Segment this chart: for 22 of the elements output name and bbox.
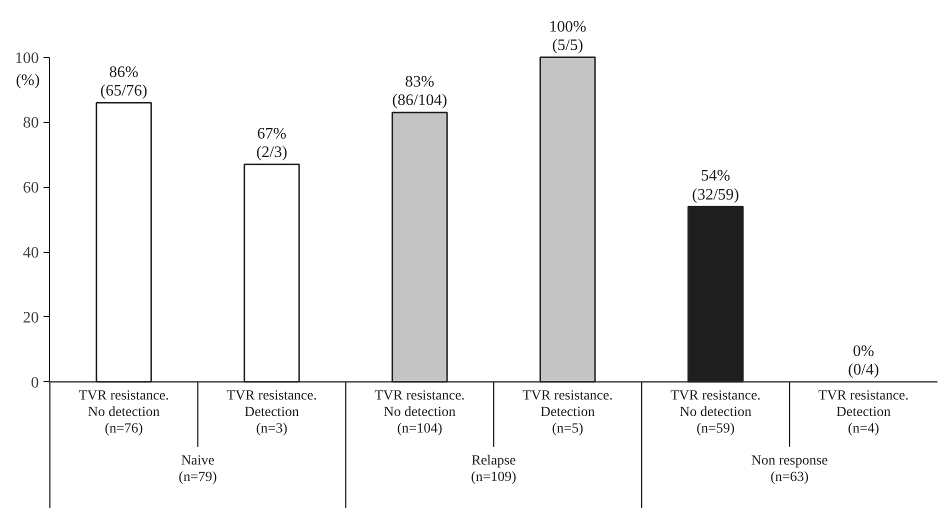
data-label: 67% (2/3) [256,125,288,162]
data-label: 100% (5/5) [548,18,586,54]
data-label: 0% (0/4) [848,342,880,379]
y-axis-title: (%) [16,72,40,89]
text: Non response (n=63) [751,453,828,485]
x-tick-label: TVR resistance. Detection (n=4) [818,388,909,436]
x-tick-label: TVR resistance. No detection (n=59) [670,388,761,436]
y-tick-label: 0 [30,374,39,392]
text: Relapse (n=109) [471,453,517,485]
data-label: 83% (86/104) [392,74,448,110]
x-tick-label: TVR resistance. Detection (n=3) [226,388,317,436]
y-tick-label: 40 [22,244,39,262]
x-tick-label: TVR resistance. No detection (n=104) [374,388,465,436]
x-tick-label: TVR resistance. Detection (n=5) [522,388,613,436]
y-tick-label: 100 [14,50,39,67]
y-tick-label: 60 [22,180,39,197]
data-label: 54% (32/59) [692,168,740,204]
y-tick-label: 20 [22,309,39,326]
y-tick-label: 80 [22,114,39,132]
data-label: 86% (65/76) [100,64,148,100]
x-tick-label: TVR resistance. No detection (n=76) [78,388,169,436]
text: Naive (n=79) [178,453,218,485]
